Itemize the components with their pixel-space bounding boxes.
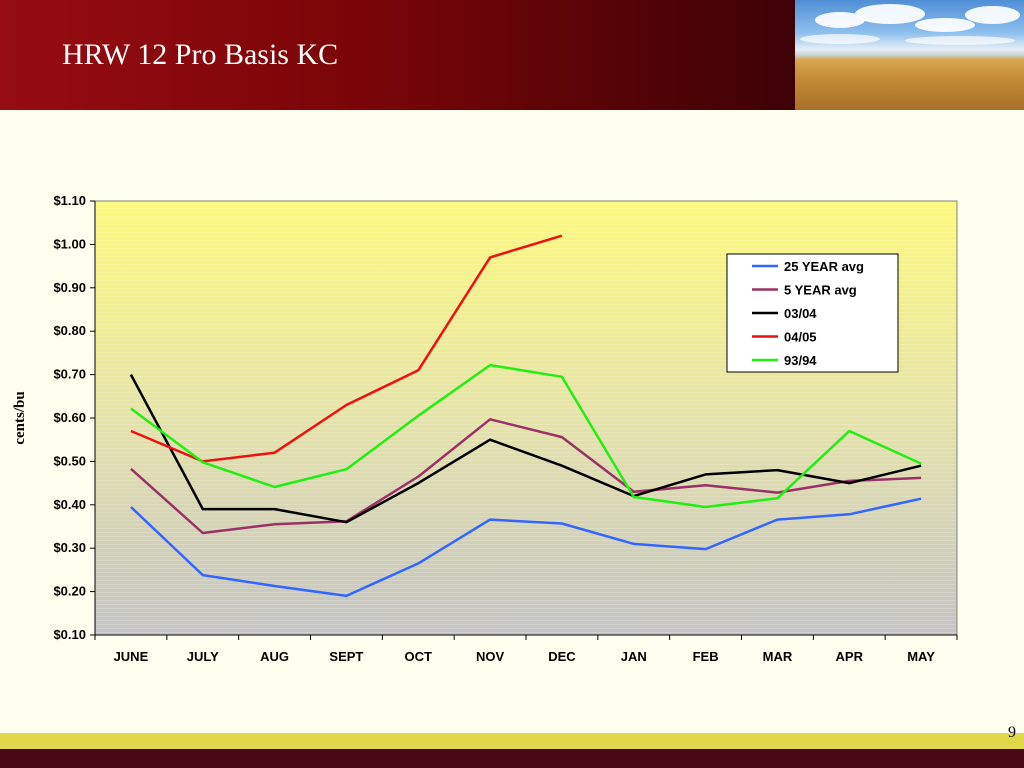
y-tick-label: $0.10 xyxy=(53,627,86,642)
x-tick-label: JUNE xyxy=(114,649,149,664)
y-tick-label: $0.80 xyxy=(53,323,86,338)
legend-entry: 93/94 xyxy=(784,353,817,368)
cloud-shape xyxy=(855,4,925,24)
x-tick-label: SEPT xyxy=(329,649,363,664)
cloud-shape xyxy=(965,6,1020,24)
y-tick-label: $0.70 xyxy=(53,367,86,382)
cloud-shape xyxy=(800,34,880,44)
y-tick-label: $0.30 xyxy=(53,540,86,555)
y-tick-label: $1.10 xyxy=(53,193,86,208)
series-line-25-year-avg xyxy=(130,497,922,598)
y-axis-label: cents/bu xyxy=(12,391,28,444)
title-bar: HRW 12 Pro Basis KC xyxy=(0,0,795,110)
y-tick-label: $0.50 xyxy=(53,453,86,468)
cloud-shape xyxy=(815,12,865,28)
x-tick-label: JULY xyxy=(187,649,219,664)
y-tick-label: $0.90 xyxy=(53,280,86,295)
series-line-03-04 xyxy=(129,374,922,524)
footer-band-maroon xyxy=(0,749,1024,768)
cloud-shape xyxy=(905,36,1015,45)
x-tick-label: OCT xyxy=(405,649,433,664)
series-line-93-94 xyxy=(130,363,922,509)
legend-entry: 03/04 xyxy=(784,306,817,321)
legend-entry: 04/05 xyxy=(784,330,817,345)
series-line-5-year-avg xyxy=(130,418,922,535)
x-tick-label: MAR xyxy=(763,649,793,664)
y-axis-ticks: $0.10 $0.20 $0.30 $0.40 $0.50 $0.60 $0.70 $0.80… xyxy=(53,193,95,642)
y-tick-label: $0.40 xyxy=(53,497,86,512)
wheat-field-image xyxy=(795,0,1024,110)
x-tick-label: AUG xyxy=(260,649,289,664)
x-tick-label: FEB xyxy=(693,649,719,664)
x-tick-label: MAY xyxy=(907,649,935,664)
x-tick-label: DEC xyxy=(548,649,576,664)
y-tick-label: $0.20 xyxy=(53,584,86,599)
y-tick-label: $1.00 xyxy=(53,236,86,251)
footer-band-yellow xyxy=(0,733,1024,749)
cloud-shape xyxy=(915,18,975,32)
y-tick-label: $0.60 xyxy=(53,410,86,425)
x-axis-ticks: JUNE JULY AUG SEPT OCT NOV DEC JAN FEB MAR APR MAY xyxy=(94,635,958,664)
x-tick-label: APR xyxy=(836,649,864,664)
chart-legend: 25 YEAR avg 5 YEAR avg 03/04 04/05 93/94 xyxy=(726,253,899,373)
legend-entry: 25 YEAR avg xyxy=(784,259,864,274)
x-tick-label: NOV xyxy=(476,649,505,664)
page-number: 9 xyxy=(1008,724,1016,741)
legend-entry: 5 YEAR avg xyxy=(784,283,857,298)
basis-line-chart: $0.10 $0.20 $0.30 $0.40 $0.50 $0.60 $0.70 $0.80… xyxy=(12,193,958,664)
slide-title: HRW 12 Pro Basis KC xyxy=(62,38,339,71)
x-tick-label: JAN xyxy=(621,649,647,664)
series-lines xyxy=(129,234,922,598)
